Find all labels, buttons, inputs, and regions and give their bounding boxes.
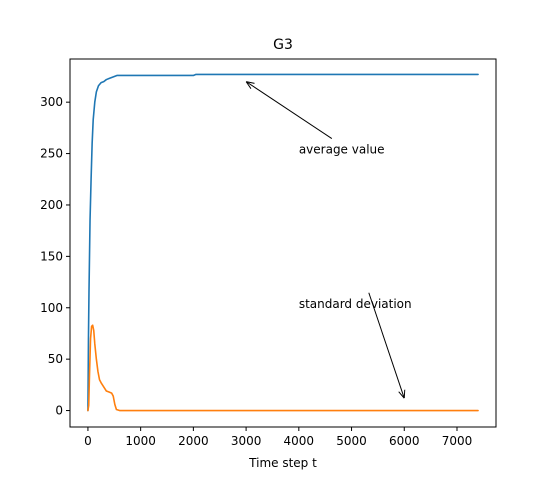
annotation-label: average value [299,143,385,157]
y-tick-label: 100 [40,301,63,315]
x-tick-label: 6000 [389,434,420,448]
x-tick-label: 4000 [284,434,315,448]
y-tick-label: 250 [40,147,63,161]
x-tick-label: 5000 [336,434,367,448]
x-tick-label: 1000 [125,434,156,448]
y-axis: 0 50 100 150 200 250 300 [40,95,70,418]
chart-title: G3 [273,37,293,53]
y-tick-label: 150 [40,249,63,263]
series-layer [87,73,479,412]
x-tick-label: 0 [84,434,92,448]
y-tick-label: 0 [55,404,63,418]
annotation-label: standard deviation [299,297,412,311]
y-tick-label: 50 [48,352,63,366]
x-tick-label: 3000 [231,434,262,448]
annotation-arrow [368,292,404,398]
series-line-0 [87,73,479,412]
x-axis-label: Time step t [248,456,317,470]
y-tick-label: 200 [40,198,63,212]
series-line-1 [87,324,479,412]
annotation-arrow [246,82,333,139]
plot-frame [69,58,497,428]
x-axis: 0 1000 2000 3000 4000 5000 6000 7000 [84,427,472,448]
y-tick-label: 300 [40,95,63,109]
x-tick-label: 7000 [442,434,473,448]
x-tick-label: 2000 [178,434,209,448]
annotation-layer: average value standard deviation [246,82,412,399]
